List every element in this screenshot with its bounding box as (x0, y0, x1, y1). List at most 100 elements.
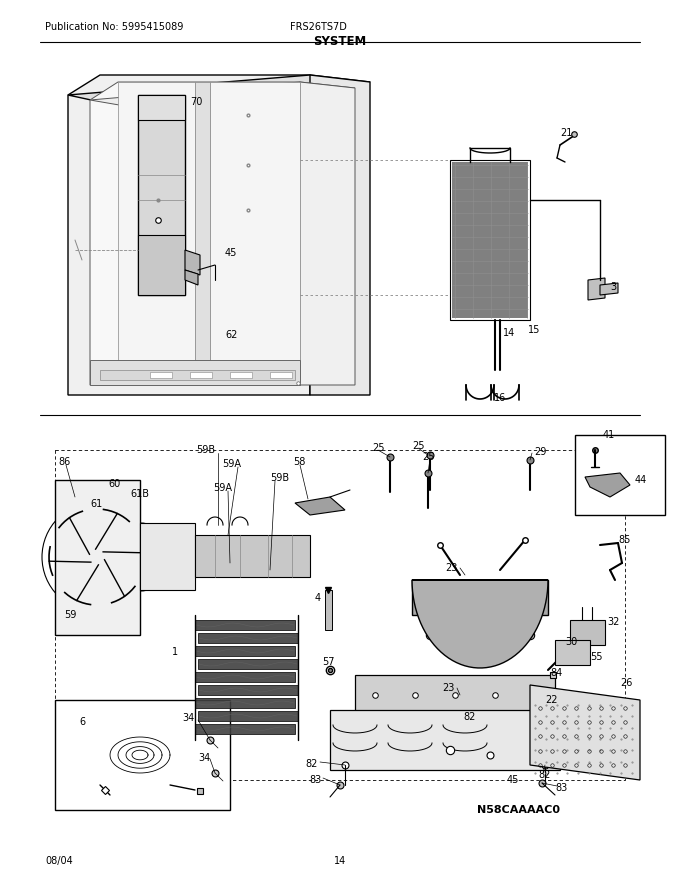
Text: 82: 82 (464, 712, 476, 722)
Text: 25: 25 (422, 452, 435, 462)
Bar (575, 435, 665, 515)
Text: 41: 41 (603, 430, 615, 440)
Text: 59B: 59B (270, 473, 289, 483)
Polygon shape (198, 659, 298, 669)
Text: 29: 29 (534, 447, 546, 457)
Polygon shape (138, 95, 185, 295)
Polygon shape (195, 698, 295, 708)
Polygon shape (195, 672, 295, 682)
Polygon shape (270, 372, 292, 378)
Text: 59A: 59A (213, 483, 232, 493)
Text: 26: 26 (620, 678, 632, 688)
Polygon shape (118, 82, 195, 385)
Text: 45: 45 (507, 775, 520, 785)
Text: 16: 16 (494, 393, 506, 403)
Polygon shape (150, 372, 172, 378)
Text: 61B: 61B (130, 489, 149, 499)
Polygon shape (195, 82, 210, 385)
Text: 34: 34 (198, 753, 210, 763)
Polygon shape (68, 75, 370, 108)
Polygon shape (310, 75, 370, 395)
Polygon shape (185, 250, 200, 275)
Text: N58CAAAAC0: N58CAAAAC0 (477, 805, 560, 815)
Polygon shape (198, 633, 298, 643)
Polygon shape (198, 711, 298, 721)
Circle shape (106, 523, 174, 591)
Polygon shape (210, 82, 300, 385)
Polygon shape (588, 278, 605, 300)
Polygon shape (90, 360, 300, 385)
Polygon shape (90, 82, 300, 385)
Polygon shape (295, 497, 345, 515)
Text: 82: 82 (538, 770, 550, 780)
Text: 62: 62 (225, 330, 237, 340)
Text: 30: 30 (565, 637, 577, 647)
Polygon shape (138, 235, 185, 295)
Polygon shape (585, 473, 630, 497)
Polygon shape (195, 535, 310, 577)
Text: 83: 83 (555, 783, 567, 793)
Polygon shape (140, 523, 195, 590)
Text: 34: 34 (182, 713, 194, 723)
Polygon shape (355, 675, 555, 715)
Polygon shape (530, 685, 640, 780)
Text: 58: 58 (293, 457, 305, 467)
Text: 84: 84 (550, 668, 562, 678)
Text: 14: 14 (334, 856, 346, 866)
Text: 3: 3 (610, 282, 616, 292)
Text: FRS26TS7D: FRS26TS7D (290, 22, 347, 32)
Polygon shape (195, 620, 295, 630)
Polygon shape (68, 75, 310, 395)
Polygon shape (330, 710, 560, 770)
Text: 55: 55 (590, 652, 602, 662)
Text: 85: 85 (618, 535, 630, 545)
Text: 57: 57 (322, 657, 335, 667)
Text: 59B: 59B (196, 445, 215, 455)
Polygon shape (555, 640, 590, 665)
Text: 59: 59 (64, 610, 76, 620)
Polygon shape (570, 620, 605, 645)
Bar (55, 450, 625, 780)
Text: 08/04: 08/04 (45, 856, 73, 866)
Polygon shape (100, 370, 295, 380)
Text: 14: 14 (503, 328, 515, 338)
Polygon shape (195, 646, 295, 656)
Polygon shape (195, 724, 295, 734)
Polygon shape (185, 270, 198, 285)
Text: 59A: 59A (222, 459, 241, 469)
Bar (55, 700, 230, 810)
Circle shape (90, 550, 104, 564)
Text: 61: 61 (90, 499, 102, 509)
Polygon shape (452, 162, 528, 318)
Polygon shape (600, 283, 618, 295)
Text: 6: 6 (79, 717, 85, 727)
Polygon shape (90, 82, 355, 106)
Text: 22: 22 (545, 695, 558, 705)
Text: 21: 21 (560, 128, 573, 138)
Text: 70: 70 (190, 97, 203, 107)
Polygon shape (138, 95, 185, 120)
Text: 4: 4 (315, 593, 321, 603)
Text: 23: 23 (445, 563, 458, 573)
Polygon shape (190, 372, 212, 378)
Text: 82: 82 (305, 759, 318, 769)
Polygon shape (198, 685, 298, 695)
Text: SYSTEM: SYSTEM (313, 35, 367, 48)
Text: 25: 25 (412, 441, 424, 451)
Text: 83: 83 (310, 775, 322, 785)
Text: 15: 15 (528, 325, 540, 335)
Polygon shape (325, 590, 332, 630)
Text: 32: 32 (607, 617, 619, 627)
Polygon shape (55, 480, 140, 635)
Text: 25: 25 (372, 443, 384, 453)
Polygon shape (230, 372, 252, 378)
Circle shape (95, 555, 99, 559)
Text: 60: 60 (108, 479, 120, 489)
Text: 1: 1 (172, 647, 178, 657)
Polygon shape (412, 580, 548, 668)
Polygon shape (300, 82, 355, 385)
Text: 44: 44 (635, 475, 647, 485)
Text: 86: 86 (58, 457, 70, 467)
Text: Publication No: 5995415089: Publication No: 5995415089 (45, 22, 184, 32)
Text: 45: 45 (225, 248, 237, 258)
